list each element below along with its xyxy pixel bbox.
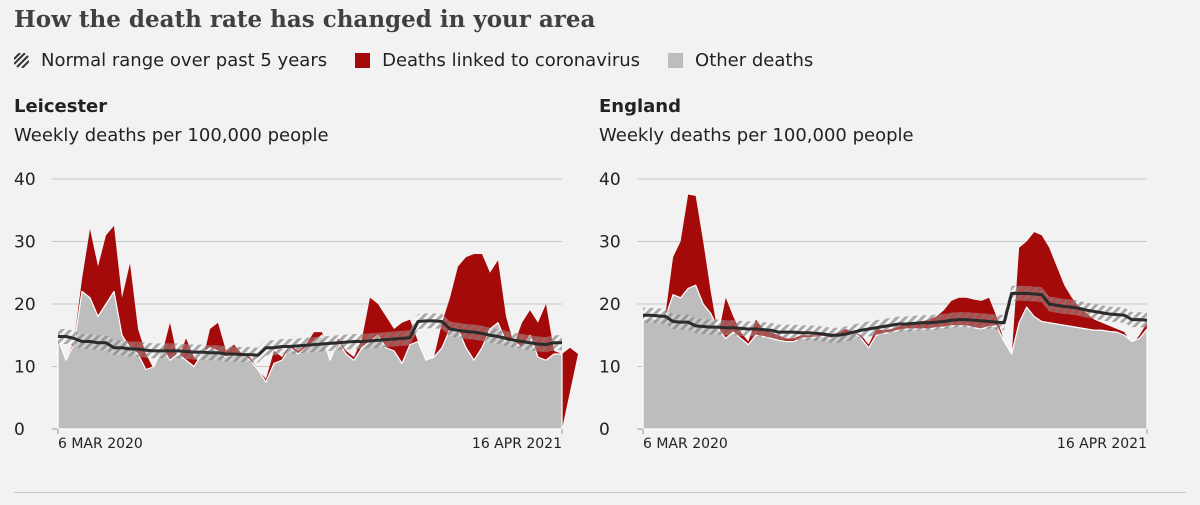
normal-range-band (643, 285, 1147, 343)
chart-ylabel-england: Weekly deaths per 100,000 people (599, 125, 914, 146)
y-tick-label: 30 (14, 233, 36, 253)
chart-england: 0 10 20 30 40 6 MAR 2020 16 APR 2021 (599, 170, 1148, 452)
five-year-average-line (58, 319, 562, 357)
legend-label-other: Other deaths (695, 50, 814, 71)
bottom-divider (14, 492, 1186, 493)
x-end-label: 16 APR 2021 (1057, 436, 1147, 452)
chart-panel-leicester: Leicester Weekly deaths per 100,000 peop… (14, 96, 578, 466)
chart-title-leicester: Leicester (14, 96, 108, 117)
legend-item-other: Other deaths (668, 50, 813, 71)
five-year-average-line (643, 291, 1148, 337)
legend-item-normal-range: Normal range over past 5 years (14, 50, 327, 71)
y-tick-label: 40 (599, 170, 621, 190)
y-tick-label: 10 (14, 358, 36, 378)
page-title: How the death rate has changed in your a… (14, 6, 596, 33)
chart-leicester: 0 10 20 30 40 6 MAR 2020 16 APR 2021 (14, 170, 578, 452)
y-tick-label: 10 (599, 358, 621, 378)
chart-title-england: England (599, 96, 682, 117)
x-start-label: 6 MAR 2020 (643, 436, 728, 452)
legend: Normal range over past 5 years Deaths li… (14, 50, 841, 71)
red-swatch-icon (355, 53, 371, 68)
legend-label-covid: Deaths linked to coronavirus (382, 50, 641, 71)
y-tick-label: 20 (14, 295, 36, 315)
chart-ylabel-leicester: Weekly deaths per 100,000 people (14, 125, 329, 146)
y-tick-label: 20 (599, 295, 621, 315)
x-end-label: 16 APR 2021 (472, 436, 562, 452)
y-tick-label: 0 (599, 420, 610, 440)
x-start-label: 6 MAR 2020 (58, 436, 143, 452)
y-tick-label: 0 (14, 420, 25, 440)
legend-item-covid: Deaths linked to coronavirus (355, 50, 640, 71)
grey-swatch-icon (668, 53, 684, 68)
y-tick-label: 30 (599, 233, 621, 253)
hatch-swatch-icon (14, 53, 29, 68)
chart-panel-england: England Weekly deaths per 100,000 people… (599, 96, 1159, 466)
y-tick-label: 40 (14, 170, 36, 190)
legend-label-normal-range: Normal range over past 5 years (41, 50, 328, 71)
